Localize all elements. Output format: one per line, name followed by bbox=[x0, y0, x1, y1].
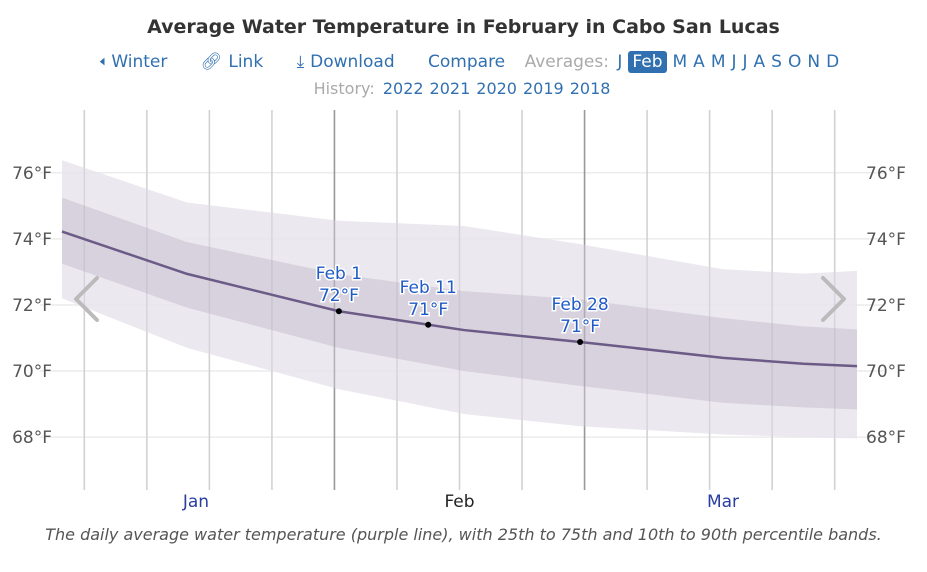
link-button[interactable]: 🔗︎ Link bbox=[201, 52, 263, 72]
y-tick-label-right: 70°F bbox=[866, 362, 906, 382]
month-link[interactable]: M bbox=[710, 52, 726, 72]
band-25-75 bbox=[62, 197, 857, 410]
month-link[interactable]: S bbox=[771, 52, 782, 72]
month-link[interactable]: O bbox=[787, 52, 802, 72]
x-month-label: Mar bbox=[707, 492, 739, 512]
month-links: J Feb M A M J J A S O N D bbox=[614, 51, 842, 73]
month-link[interactable]: A bbox=[693, 52, 705, 72]
annotation-value: 71°F bbox=[408, 300, 448, 320]
annotation-date: Feb 1 bbox=[316, 264, 362, 284]
annotation-value: 72°F bbox=[319, 286, 359, 306]
y-tick-label-right: 68°F bbox=[866, 428, 906, 448]
annotation-point bbox=[425, 321, 432, 328]
annotation-date: Feb 28 bbox=[552, 295, 609, 315]
month-link[interactable]: N bbox=[807, 52, 821, 72]
history-year-link[interactable]: 2021 bbox=[429, 79, 471, 98]
y-tick-label-left: 72°F bbox=[12, 296, 52, 316]
y-tick-label-left: 74°F bbox=[12, 230, 52, 250]
y-tick-label-left: 76°F bbox=[12, 164, 52, 184]
history-year-link[interactable]: 2022 bbox=[382, 79, 424, 98]
x-month-label: Jan bbox=[182, 492, 209, 512]
winter-label: Winter bbox=[111, 52, 168, 72]
y-tick-label-right: 72°F bbox=[866, 296, 906, 316]
annotation-date: Feb 11 bbox=[400, 278, 457, 298]
month-link[interactable]: M bbox=[672, 52, 688, 72]
arrow-left-icon: 🢐 bbox=[98, 52, 106, 72]
month-link[interactable]: J bbox=[617, 52, 623, 72]
annotation-value: 71°F bbox=[560, 317, 600, 337]
y-tick-label-left: 70°F bbox=[12, 362, 52, 382]
month-link[interactable]: A bbox=[753, 52, 766, 72]
month-link[interactable]: J bbox=[742, 52, 748, 72]
history-year-link[interactable]: 2019 bbox=[522, 79, 564, 98]
link-icon: 🔗︎ bbox=[200, 52, 223, 72]
download-icon: ⤓ bbox=[296, 52, 305, 72]
chevron-right-icon[interactable] bbox=[821, 276, 846, 322]
averages-label: Averages: bbox=[524, 52, 609, 72]
x-month-label: Feb bbox=[444, 492, 474, 512]
history-bar: History: 2022 2021 2020 2019 2018 bbox=[0, 79, 927, 98]
y-tick-label-right: 76°F bbox=[866, 164, 906, 184]
history-years: 2022 2021 2020 2019 2018 bbox=[380, 79, 614, 98]
annotation-point bbox=[335, 308, 342, 315]
month-link[interactable]: J bbox=[731, 52, 737, 72]
history-label: History: bbox=[313, 79, 375, 98]
history-year-link[interactable]: 2020 bbox=[476, 79, 517, 98]
annotation-point bbox=[577, 338, 584, 345]
page-title: Average Water Temperature in February in… bbox=[147, 16, 780, 38]
y-tick-label-left: 68°F bbox=[12, 428, 52, 448]
download-button[interactable]: ⤓ Download bbox=[297, 52, 395, 72]
link-label: Link bbox=[228, 52, 264, 72]
y-tick-label-right: 74°F bbox=[866, 230, 906, 250]
compare-link[interactable]: Compare bbox=[428, 52, 506, 72]
month-link[interactable]: D bbox=[826, 52, 840, 72]
average-line bbox=[61, 230, 858, 368]
month-link[interactable]: Feb bbox=[628, 51, 667, 73]
chart-caption: The daily average water temperature (pur… bbox=[45, 525, 882, 544]
download-label: Download bbox=[310, 52, 395, 72]
nav-bar: 🢐 Winter 🔗︎ Link ⤓ Download Compare Average… bbox=[0, 49, 927, 78]
temperature-chart: 76°F 76°F 74°F 74°F 72°F 72°F 70°F 70°F 68°F 68°F… bbox=[12, 110, 906, 512]
chevron-left-icon[interactable] bbox=[74, 276, 99, 322]
history-year-link[interactable]: 2018 bbox=[569, 79, 611, 98]
winter-link[interactable]: 🢐 Winter bbox=[99, 49, 168, 78]
